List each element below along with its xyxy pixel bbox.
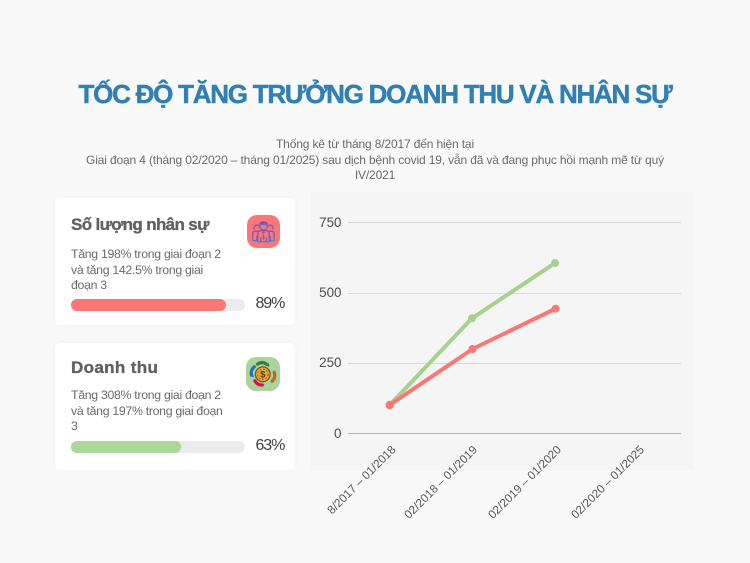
- svg-text:$: $: [260, 370, 266, 381]
